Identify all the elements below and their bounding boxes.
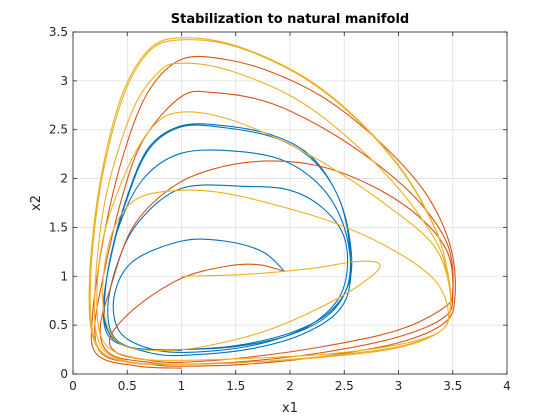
y-tick-label: 0 bbox=[60, 367, 68, 381]
x-tick-label: 2.5 bbox=[335, 379, 354, 393]
series-2 bbox=[90, 55, 456, 369]
y-tick-label: 2 bbox=[60, 172, 68, 186]
ticks: 0 0.5 1 1.5 2 2.5 3 3.5 4 0 0.5 1 1.5 2 2.5 3 3.5 bbox=[49, 25, 511, 393]
x-tick-label: 1 bbox=[178, 379, 186, 393]
series-layer bbox=[88, 37, 456, 369]
x-tick-label: 0 bbox=[69, 379, 77, 393]
y-tick-label: 1 bbox=[60, 269, 68, 283]
x-tick-label: 3.5 bbox=[443, 379, 462, 393]
x-tick-label: 4 bbox=[503, 379, 511, 393]
y-tick-label: 0.5 bbox=[49, 318, 68, 332]
x-tick-label: 2 bbox=[286, 379, 294, 393]
x-tick-label: 3 bbox=[395, 379, 403, 393]
x-tick-label: 0.5 bbox=[118, 379, 137, 393]
y-tick-label: 3 bbox=[60, 74, 68, 88]
x-tick-label: 1.5 bbox=[226, 379, 245, 393]
y-tick-label: 2.5 bbox=[49, 123, 68, 137]
trajectory-line bbox=[90, 55, 456, 369]
y-tick-label: 1.5 bbox=[49, 220, 68, 234]
y-axis-label: x2 bbox=[29, 195, 44, 211]
trajectory-line bbox=[88, 37, 452, 366]
x-axis-label: x1 bbox=[282, 401, 298, 416]
chart-title: Stabilization to natural manifold bbox=[171, 12, 409, 27]
series-3 bbox=[88, 37, 452, 366]
y-tick-label: 3.5 bbox=[49, 25, 68, 39]
